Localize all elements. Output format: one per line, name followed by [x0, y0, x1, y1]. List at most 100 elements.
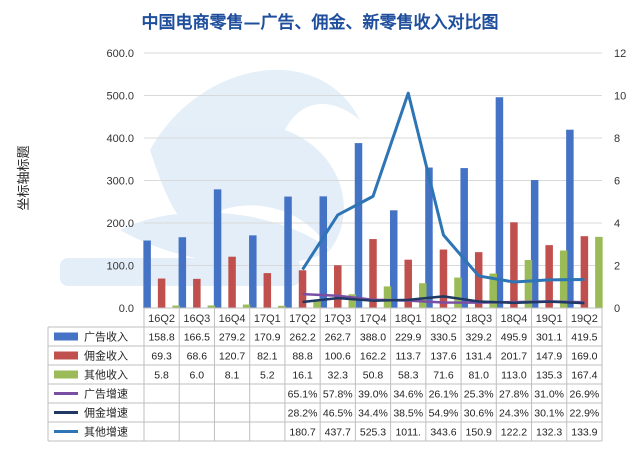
- legend-entry: 佣金增速: [84, 406, 128, 420]
- y2-tick-label: 6: [614, 176, 620, 188]
- bar-2-16Q3: [193, 278, 201, 308]
- bar-2-19Q2: [580, 236, 589, 308]
- data-label: 88.8: [292, 351, 313, 363]
- x-tick-label: 19Q1: [536, 313, 563, 325]
- data-label: 131.4: [466, 351, 492, 363]
- data-label: 135.3: [536, 370, 562, 382]
- data-label: 46.5%: [323, 408, 353, 420]
- data-label: 150.9: [466, 427, 492, 439]
- bar-2-17Q3: [334, 265, 342, 308]
- data-label: 28.2%: [288, 408, 318, 420]
- data-label: 5.8: [154, 370, 169, 382]
- bar-1-18Q3: [460, 168, 468, 308]
- bar-1-18Q4: [495, 97, 504, 309]
- bar-2-17Q4: [369, 239, 377, 308]
- data-label: 137.6: [430, 351, 456, 363]
- y-tick-label: 100.0: [106, 261, 134, 273]
- bar-2-18Q3: [474, 252, 483, 308]
- x-tick-label: 18Q1: [395, 313, 422, 325]
- data-label: 5.2: [260, 370, 275, 382]
- line-series-2: [302, 295, 585, 305]
- bar-1-17Q3: [319, 196, 328, 308]
- data-label: 58.3: [398, 370, 419, 382]
- legend-entry: 其他收入: [84, 368, 128, 382]
- bar-3-16Q3: [207, 305, 216, 308]
- data-label: 262.7: [325, 332, 351, 344]
- bar-1-16Q2: [143, 240, 151, 308]
- data-label: 170.9: [254, 332, 280, 344]
- x-tick-label: 16Q2: [148, 313, 175, 325]
- data-label: 201.7: [501, 351, 527, 363]
- data-label: 39.0%: [358, 389, 388, 401]
- y2-tick-label: 2: [614, 261, 620, 273]
- y2-tick-label: 4: [614, 218, 620, 230]
- data-label: 132.3: [536, 427, 562, 439]
- data-label: 166.5: [184, 332, 210, 344]
- bar-3-17Q4: [383, 286, 392, 308]
- data-label: 25.3%: [464, 389, 494, 401]
- line-group: [301, 91, 585, 305]
- data-label: 525.3: [360, 427, 386, 439]
- y-tick-label: 200.0: [106, 218, 134, 230]
- data-label: 32.3: [328, 370, 349, 382]
- y2-tick-label: 12: [614, 48, 626, 60]
- bar-1-16Q3: [178, 237, 187, 308]
- data-label: 1011.: [395, 427, 421, 439]
- data-label: 57.8%: [323, 389, 353, 401]
- data-label: 81.0: [468, 370, 489, 382]
- data-label: 262.2: [289, 332, 315, 344]
- bar-3-16Q4: [242, 304, 251, 308]
- data-label: 419.5: [571, 332, 597, 344]
- data-label: 54.9%: [429, 408, 459, 420]
- legend-entry: 广告增速: [84, 387, 128, 401]
- bar-3-16Q2: [172, 305, 180, 308]
- y-axis-ticks: 0.0 100.0 200.0 300.0 400.0 500.0 600.0: [106, 48, 134, 315]
- data-label: 6.0: [190, 370, 205, 382]
- y-tick-label: 0.0: [119, 303, 134, 315]
- x-tick-label: 18Q2: [430, 313, 457, 325]
- data-label: 229.9: [395, 332, 421, 344]
- legend-entry: 其他增速: [84, 425, 128, 439]
- y-tick-label: 600.0: [106, 48, 134, 60]
- bar-group: [143, 97, 603, 309]
- data-label: 34.4%: [358, 408, 388, 420]
- data-table: 16Q2 16Q3 16Q4 17Q1 17Q2 17Q3 17Q4 18Q1 18Q2 18Q3…: [47, 307, 603, 442]
- legend-key-swatch: [54, 332, 78, 341]
- data-label: 133.9: [571, 427, 597, 439]
- bar-2-18Q4: [510, 222, 518, 308]
- y2-tick-label: 10: [614, 91, 626, 103]
- bar-3-18Q4: [524, 259, 533, 308]
- bar-3-19Q2: [595, 236, 603, 308]
- x-tick-label: 17Q3: [324, 313, 351, 325]
- data-label: 180.7: [289, 427, 315, 439]
- bar-1-19Q1: [530, 180, 539, 308]
- bar-3-18Q1: [418, 283, 427, 308]
- bar-2-19Q1: [545, 245, 553, 308]
- bar-3-17Q3: [348, 294, 357, 308]
- y2-tick-label: 0: [614, 303, 620, 315]
- data-label: 113.0: [501, 370, 527, 382]
- data-label: 301.1: [536, 332, 562, 344]
- data-label: 24.3%: [499, 408, 529, 420]
- data-label: 122.2: [501, 427, 527, 439]
- data-label: 26.9%: [569, 389, 599, 401]
- data-label: 343.6: [430, 427, 456, 439]
- legend-key-swatch: [54, 351, 78, 360]
- bar-1-16Q4: [213, 189, 222, 308]
- data-label: 279.2: [219, 332, 245, 344]
- line-series-3: [301, 91, 585, 284]
- data-label: 167.4: [571, 370, 597, 382]
- data-label: 27.8%: [499, 389, 529, 401]
- data-label: 38.5%: [393, 408, 423, 420]
- bar-1-17Q1: [249, 235, 257, 308]
- bar-2-18Q1: [404, 259, 412, 308]
- bar-2-18Q2: [439, 249, 448, 308]
- data-label: 162.2: [360, 351, 386, 363]
- data-label: 31.0%: [534, 389, 564, 401]
- bar-1-17Q4: [354, 143, 363, 308]
- bar-1-17Q2: [284, 196, 292, 308]
- bar-3-18Q2: [454, 277, 462, 308]
- y2-tick-label: 8: [614, 133, 620, 145]
